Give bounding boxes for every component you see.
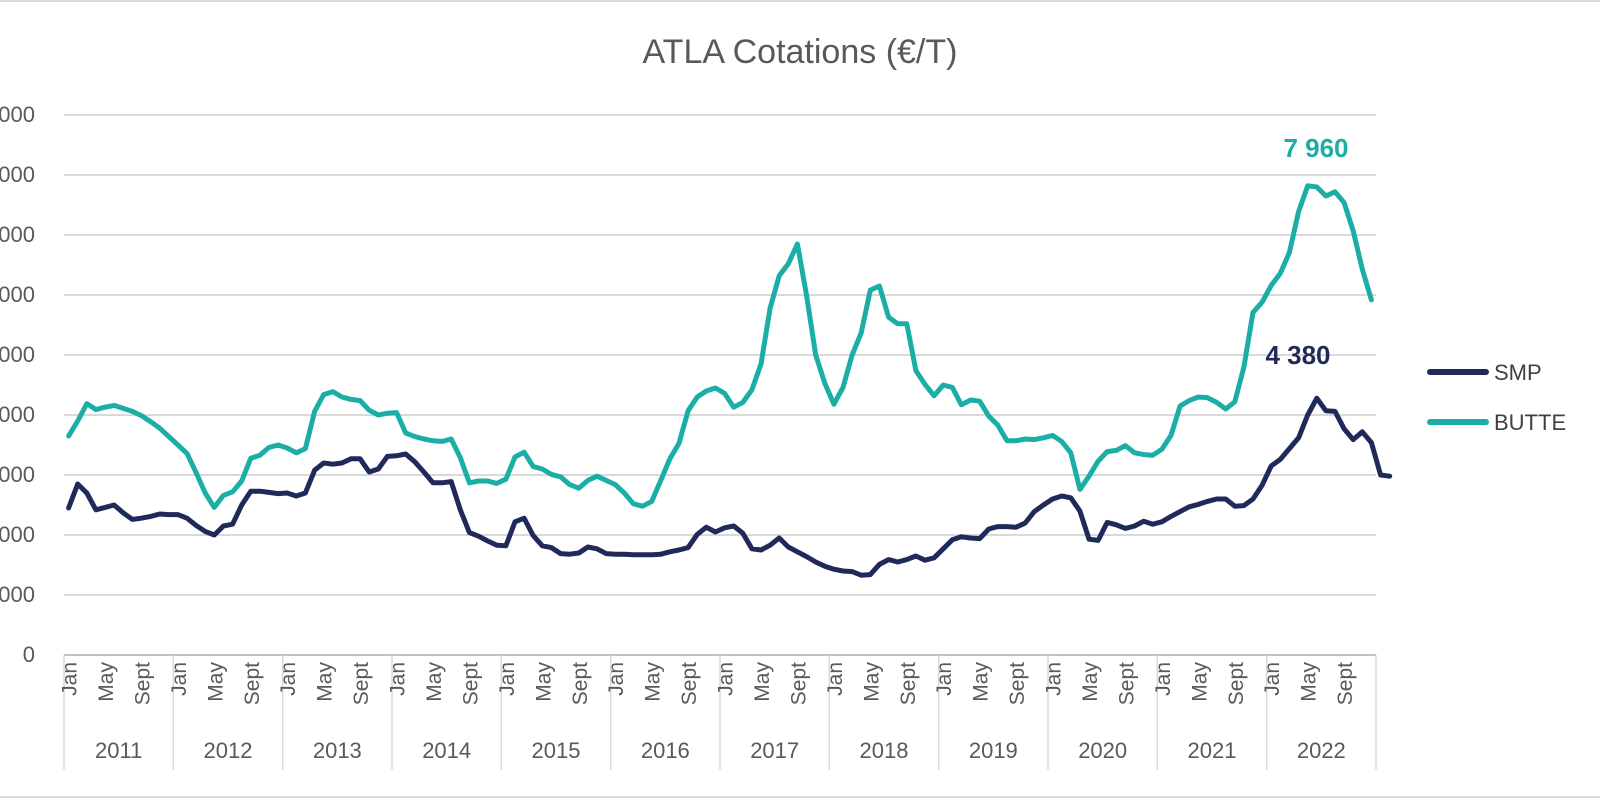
month-tick-label: May bbox=[642, 662, 665, 702]
year-label: 2021 bbox=[1188, 738, 1237, 763]
chart-title: ATLA Cotations (€/T) bbox=[643, 33, 958, 71]
month-tick-label: Jan bbox=[824, 662, 847, 696]
legend-label-butte: BUTTE bbox=[1494, 410, 1566, 435]
legend: SMP BUTTE bbox=[1427, 360, 1566, 435]
month-tick-label: May bbox=[751, 662, 774, 702]
y-tick-label: 000 bbox=[0, 222, 35, 247]
month-tick-label: Jan bbox=[605, 662, 628, 696]
month-tick-label: Jan bbox=[387, 662, 410, 696]
y-tick-label: 000 bbox=[0, 282, 35, 307]
year-label: 2012 bbox=[204, 738, 253, 763]
year-label: 2016 bbox=[641, 738, 690, 763]
year-label: 2015 bbox=[532, 738, 581, 763]
year-label: 2022 bbox=[1297, 738, 1346, 763]
legend-label-smp: SMP bbox=[1494, 360, 1542, 385]
month-tick-label: Sept bbox=[1225, 662, 1248, 705]
month-tick-label: Jan bbox=[715, 662, 738, 696]
month-tick-label: Sept bbox=[787, 662, 810, 705]
y-tick-label: 000 bbox=[0, 102, 35, 127]
year-label: 2020 bbox=[1078, 738, 1127, 763]
y-tick-label: 000 bbox=[0, 582, 35, 607]
month-tick-label: Jan bbox=[1043, 662, 1066, 696]
month-tick-label: Jan bbox=[59, 662, 82, 696]
series-line-smp bbox=[66, 395, 1393, 578]
series-line-butte bbox=[66, 183, 1374, 510]
y-tick-label: 000 bbox=[0, 462, 35, 487]
year-label: 2018 bbox=[860, 738, 909, 763]
month-tick-label: Sept bbox=[678, 662, 701, 705]
month-tick-label: Jan bbox=[1152, 662, 1175, 696]
month-tick-label: Sept bbox=[241, 662, 264, 705]
month-tick-label: May bbox=[1188, 662, 1211, 702]
month-tick-label: May bbox=[970, 662, 993, 702]
y-tick-label: 000 bbox=[0, 402, 35, 427]
annotation-smp-peak: 4 380 bbox=[1265, 340, 1330, 370]
year-label: 2014 bbox=[422, 738, 471, 763]
month-tick-label: Jan bbox=[933, 662, 956, 696]
year-label: 2011 bbox=[95, 738, 142, 763]
month-tick-label: Jan bbox=[496, 662, 519, 696]
series-lines bbox=[66, 183, 1393, 578]
year-label: 2013 bbox=[313, 738, 362, 763]
month-tick-label: Jan bbox=[277, 662, 300, 696]
month-tick-label: Sept bbox=[569, 662, 592, 705]
month-tick-label: Sept bbox=[459, 662, 482, 705]
month-tick-label: May bbox=[1079, 662, 1102, 702]
x-axis: 2011 Jan May Sept 2012 Jan May Sept 2013 Jan May Se… bbox=[59, 655, 1377, 770]
annotations: 7 960 4 380 bbox=[1265, 133, 1348, 370]
month-tick-label: May bbox=[204, 662, 227, 702]
month-tick-label: Sept bbox=[1006, 662, 1029, 705]
month-tick-label: Sept bbox=[1115, 662, 1138, 705]
month-tick-label: Jan bbox=[1261, 662, 1284, 696]
month-tick-label: May bbox=[95, 662, 118, 702]
month-tick-label: May bbox=[1298, 662, 1321, 702]
month-tick-label: Sept bbox=[1334, 662, 1357, 705]
y-tick-label: 000 bbox=[0, 522, 35, 547]
month-tick-label: Sept bbox=[897, 662, 920, 705]
y-tick-label: 000 bbox=[0, 162, 35, 187]
y-tick-label: 0 bbox=[23, 642, 35, 667]
y-tick-label: 000 bbox=[0, 342, 35, 367]
month-tick-label: May bbox=[314, 662, 337, 702]
month-tick-label: Jan bbox=[168, 662, 191, 696]
month-tick-label: Sept bbox=[350, 662, 373, 705]
month-tick-label: May bbox=[423, 662, 446, 702]
year-label: 2017 bbox=[750, 738, 799, 763]
year-label: 2019 bbox=[969, 738, 1018, 763]
annotation-butte-peak: 7 960 bbox=[1283, 133, 1348, 163]
month-tick-label: May bbox=[532, 662, 555, 702]
month-tick-label: Sept bbox=[131, 662, 154, 705]
month-tick-label: May bbox=[860, 662, 883, 702]
